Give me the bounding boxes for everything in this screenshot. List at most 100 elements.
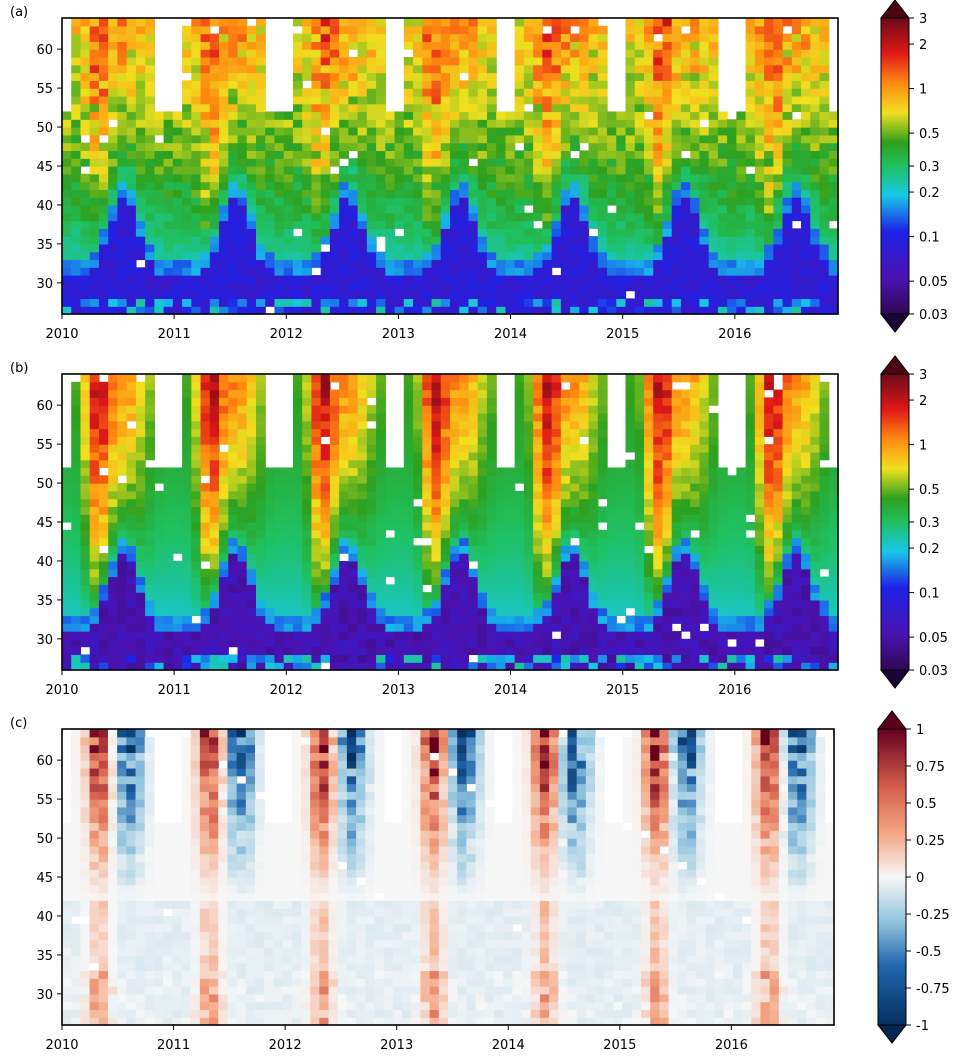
heatmap-cell (80, 142, 91, 152)
heatmap-cell (551, 204, 562, 214)
heatmap-cell (579, 181, 590, 190)
heatmap-cell (274, 259, 285, 268)
heatmap-cell (773, 298, 784, 307)
heatmap-cell (579, 220, 590, 229)
heatmap-cell (191, 576, 202, 585)
heatmap-cell (62, 654, 72, 663)
heatmap-cell (80, 389, 91, 398)
heatmap-cell (764, 204, 774, 214)
heatmap-cell (98, 522, 109, 531)
y-tick-label: 50 (36, 121, 53, 136)
heatmap-cell (680, 33, 691, 42)
heatmap-cell (80, 506, 91, 515)
heatmap-cell (459, 142, 470, 152)
heatmap-cell (237, 41, 248, 50)
heatmap-cell (191, 467, 202, 476)
heatmap-cell (292, 189, 303, 198)
heatmap-cell (348, 275, 359, 284)
heatmap-cell (292, 49, 303, 58)
heatmap-cell (292, 436, 303, 445)
heatmap-cell (560, 607, 571, 617)
heatmap-cell (209, 41, 220, 50)
heatmap-cell (690, 197, 701, 206)
heatmap-cell (366, 560, 377, 570)
heatmap-cell (71, 197, 82, 206)
heatmap-cell (468, 428, 479, 437)
heatmap-cell (154, 646, 165, 656)
heatmap-cell (108, 298, 119, 307)
heatmap-cell (422, 483, 433, 492)
heatmap-cell (533, 204, 543, 214)
heatmap-cell (135, 467, 146, 476)
heatmap-cell (283, 306, 294, 315)
heatmap-cell (357, 560, 368, 570)
heatmap-cell (191, 560, 202, 570)
heatmap-cell (357, 259, 368, 268)
heatmap-cell (80, 80, 91, 89)
heatmap-cell (200, 282, 211, 292)
heatmap-cell (570, 119, 580, 128)
heatmap-cell (505, 592, 516, 601)
heatmap-cell (662, 95, 673, 105)
heatmap-cell (496, 522, 507, 531)
heatmap-cell (477, 475, 488, 484)
heatmap-cell (708, 189, 719, 198)
heatmap-cell (413, 88, 423, 97)
heatmap-cell (163, 560, 174, 570)
heatmap-cell (514, 25, 525, 35)
heatmap-cell (588, 267, 599, 276)
heatmap-cell (810, 72, 821, 81)
heatmap-cell (274, 522, 285, 531)
heatmap-cell (680, 298, 691, 307)
heatmap-cell (219, 615, 229, 624)
heatmap-cell (329, 64, 340, 74)
heatmap-cell (311, 111, 322, 120)
heatmap-cell (292, 111, 303, 120)
heatmap-cell (302, 451, 313, 461)
heatmap-cell (450, 654, 460, 663)
heatmap-cell (736, 298, 747, 307)
heatmap-cell (145, 49, 155, 58)
heatmap-cell (320, 568, 331, 578)
heatmap-cell (80, 412, 91, 422)
heatmap-cell (98, 80, 109, 89)
heatmap-cell (680, 18, 691, 27)
heatmap-cell (616, 236, 627, 245)
heatmap-cell (357, 306, 368, 315)
heatmap-cell (98, 119, 109, 128)
heatmap-cell (690, 18, 701, 27)
heatmap-cell (237, 584, 248, 593)
heatmap-cell (440, 259, 451, 268)
heatmap-cell (366, 41, 377, 50)
heatmap-cell (246, 212, 257, 222)
heatmap-cell (154, 584, 165, 593)
heatmap-cell (727, 298, 737, 307)
heatmap-cell (801, 243, 811, 253)
heatmap-cell (625, 64, 636, 74)
heatmap-cell (597, 88, 608, 97)
heatmap-cell (126, 490, 137, 500)
heatmap-cell (228, 467, 239, 476)
heatmap-cell (320, 290, 331, 300)
heatmap-cell (311, 576, 322, 585)
heatmap-cell (560, 483, 571, 492)
heatmap-cell (717, 127, 728, 136)
heatmap-cell (486, 25, 497, 35)
heatmap-cell (320, 498, 331, 508)
heatmap-cell (736, 236, 747, 245)
heatmap-cell (135, 80, 146, 89)
heatmap-cell (533, 475, 543, 484)
heatmap-cell (459, 150, 470, 159)
heatmap-cell (459, 599, 470, 609)
heatmap-cell (542, 568, 553, 578)
heatmap-cell (117, 529, 128, 539)
heatmap-cell (320, 560, 331, 570)
heatmap-cell (366, 576, 377, 585)
heatmap-cell (690, 220, 701, 229)
heatmap-cell (274, 615, 285, 624)
heatmap-cell (329, 197, 340, 206)
heatmap-cell (736, 275, 747, 284)
heatmap-cell (145, 576, 155, 585)
heatmap-cell (163, 111, 174, 120)
heatmap-cell (228, 111, 239, 120)
